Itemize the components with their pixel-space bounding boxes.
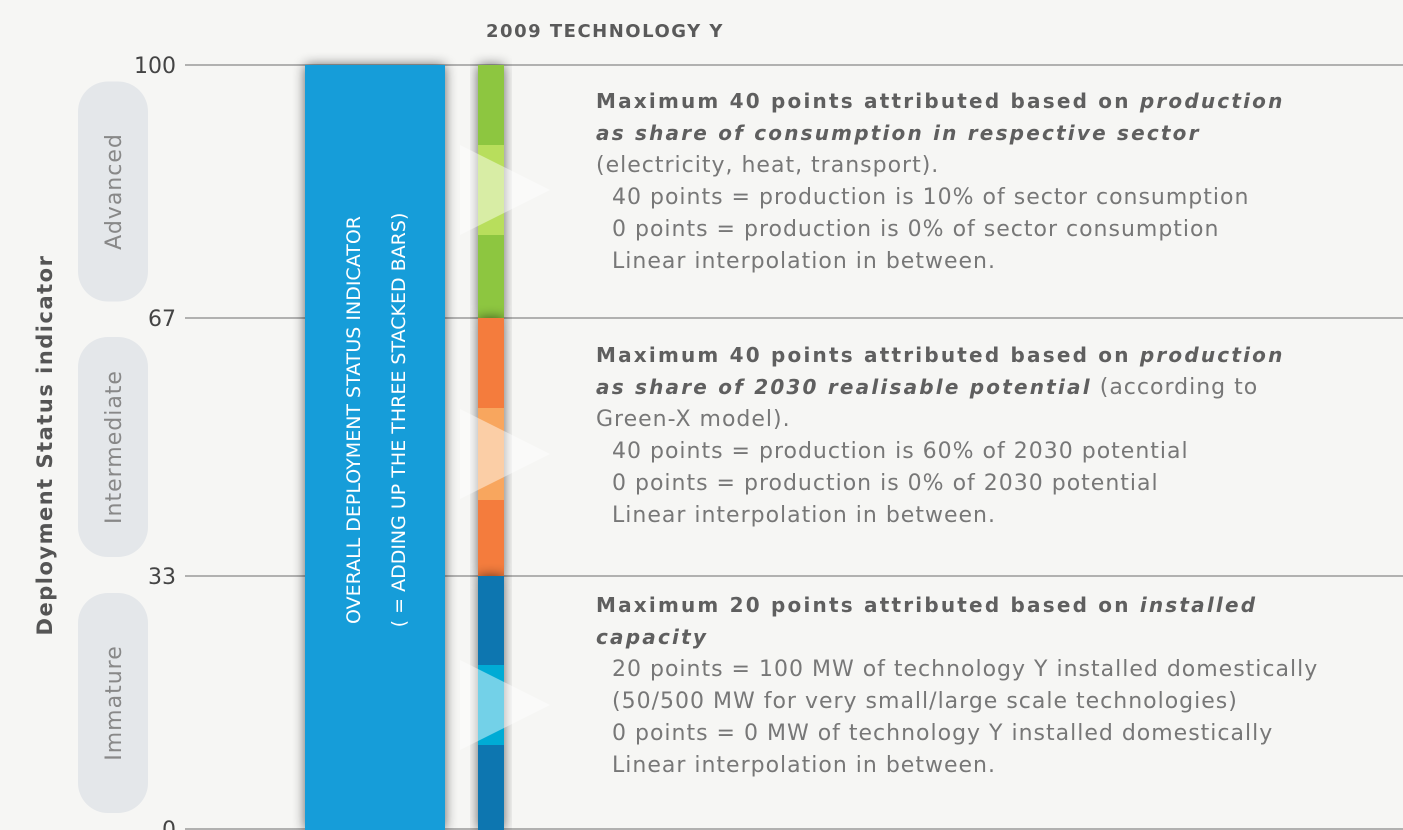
text-run: (50/500 MW for very small/large scale te…: [612, 689, 1238, 714]
pill: [78, 593, 148, 813]
text-line: 40 points = production is 60% of 2030 po…: [612, 439, 1189, 464]
text-run: 0 points = 0 MW of technology Y installe…: [612, 721, 1273, 746]
text-line: as share of consumption in respective se…: [596, 121, 1201, 145]
pill-label: Immature: [102, 645, 127, 761]
stacked-bar: [460, 65, 550, 830]
text-run: as share of consumption in respective se…: [596, 121, 1201, 145]
pill: [78, 337, 148, 557]
text-line: 0 points = production is 0% of 2030 pote…: [612, 471, 1159, 496]
text-run: capacity: [596, 625, 708, 649]
text-line: 40 points = production is 10% of sector …: [612, 185, 1249, 210]
text-line: (electricity, heat, transport).: [596, 153, 939, 178]
tick-label: 33: [148, 565, 176, 590]
text-line: Maximum 20 points attributed based on in…: [596, 593, 1257, 617]
overall-bar: [305, 65, 445, 830]
text-run: production: [1139, 343, 1285, 367]
text-line: 20 points = 100 MW of technology Y insta…: [612, 657, 1318, 682]
text-run: 20 points = 100 MW of technology Y insta…: [612, 657, 1318, 682]
text-run: 40 points = production is 10% of sector …: [612, 185, 1249, 210]
text-line: Maximum 40 points attributed based on pr…: [596, 343, 1285, 367]
text-line: Maximum 40 points attributed based on pr…: [596, 89, 1285, 113]
text-run: Linear interpolation in between.: [612, 249, 996, 274]
text-line: as share of 2030 realisable potential (a…: [596, 375, 1258, 400]
text-line: Linear interpolation in between.: [612, 753, 996, 778]
pointer: [460, 409, 550, 499]
tick-label: 100: [134, 54, 176, 79]
tick-label: 0: [162, 818, 176, 830]
text-run: Maximum 40 points attributed based on: [596, 89, 1140, 113]
text-line: (50/500 MW for very small/large scale te…: [612, 689, 1238, 714]
bar-highlight: [478, 408, 504, 500]
text-run: (electricity, heat, transport).: [596, 153, 939, 178]
text-line: Linear interpolation in between.: [612, 503, 996, 528]
text-run: 40 points = production is 60% of 2030 po…: [612, 439, 1189, 464]
text-run: (according to: [1092, 375, 1258, 400]
pointer: [460, 660, 550, 750]
text-line: Linear interpolation in between.: [612, 249, 996, 274]
bar-highlight: [478, 145, 504, 235]
text-run: production: [1139, 89, 1285, 113]
text-run: Maximum 20 points attributed based on: [596, 593, 1140, 617]
text-line: capacity: [596, 625, 708, 649]
bar-highlight: [478, 665, 504, 745]
axis-label: Deployment Status indicator: [33, 255, 57, 636]
text-run: Maximum 40 points attributed based on: [596, 343, 1140, 367]
text-run: 0 points = production is 0% of 2030 pote…: [612, 471, 1159, 496]
text-line: Green-X model).: [596, 407, 791, 432]
overall-label: OVERALL DEPLOYMENT STATUS INDICATOR: [343, 216, 365, 624]
text-run: 0 points = production is 0% of sector co…: [612, 217, 1219, 242]
pill-label: Intermediate: [102, 370, 127, 524]
text-run: Green-X model).: [596, 407, 791, 432]
text-run: Linear interpolation in between.: [612, 753, 996, 778]
overall-label: ( = ADDING UP THE THREE STACKED BARS): [388, 213, 410, 628]
text-line: 0 points = 0 MW of technology Y installe…: [612, 721, 1273, 746]
content: Advanced Maximum 40 points attributed bas…: [78, 81, 1318, 813]
pill-label: Advanced: [102, 133, 127, 250]
text-run: installed: [1140, 593, 1257, 617]
pointer: [460, 145, 550, 235]
text-line: 0 points = production is 0% of sector co…: [612, 217, 1219, 242]
tick-label: 67: [148, 307, 176, 332]
text-run: Linear interpolation in between.: [612, 503, 996, 528]
text-run: as share of 2030 realisable potential: [596, 375, 1092, 399]
title: 2009 TECHNOLOGY Y: [486, 21, 724, 42]
pill: [78, 81, 148, 302]
